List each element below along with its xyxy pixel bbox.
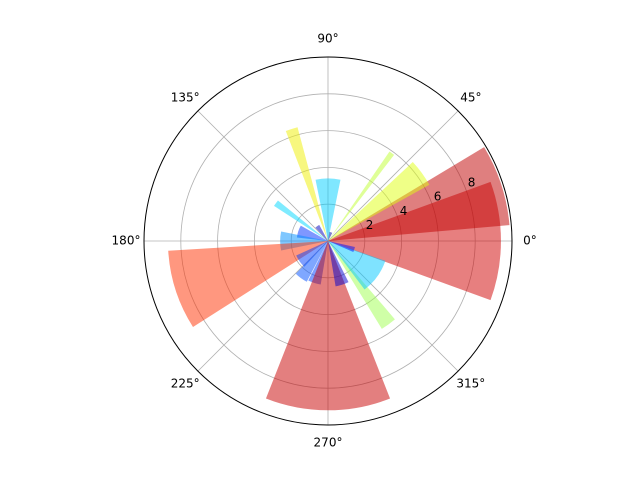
grid-line xyxy=(197,110,329,242)
theta-tick-label: 135° xyxy=(171,91,200,105)
theta-tick-label: 90° xyxy=(317,32,338,46)
theta-tick-label: 0° xyxy=(523,234,537,248)
bar xyxy=(328,241,355,253)
r-tick-label: 4 xyxy=(400,204,408,218)
theta-tick-label: 270° xyxy=(314,436,343,450)
theta-tick-label: 180° xyxy=(112,234,141,248)
bar xyxy=(296,241,328,267)
bar xyxy=(328,147,510,241)
r-tick-label: 2 xyxy=(366,218,374,232)
theta-tick-label: 315° xyxy=(456,376,485,390)
bar xyxy=(168,241,328,328)
r-tick-label: 8 xyxy=(468,176,476,190)
theta-tick-label: 45° xyxy=(460,91,481,105)
bar xyxy=(328,241,386,290)
bar xyxy=(315,178,341,241)
r-tick-label: 6 xyxy=(434,190,442,204)
theta-tick-label: 225° xyxy=(171,376,200,390)
bar xyxy=(273,200,328,241)
grid-line xyxy=(327,110,459,242)
bar xyxy=(315,224,328,241)
bar xyxy=(265,241,391,411)
bar xyxy=(308,241,328,285)
polar-frame xyxy=(143,56,513,426)
bar xyxy=(328,151,395,241)
bar xyxy=(328,161,430,241)
bar xyxy=(328,241,349,287)
bar xyxy=(285,127,328,241)
bar xyxy=(295,241,328,282)
